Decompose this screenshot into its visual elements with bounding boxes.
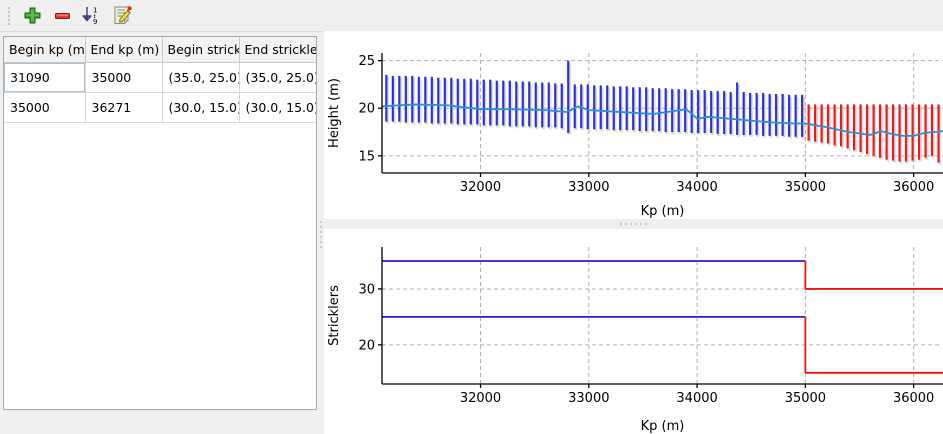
edit-note-icon [114, 6, 132, 25]
cell-end-stricklers[interactable]: (35.0, 25.0) [239, 62, 316, 93]
remove-button[interactable] [48, 2, 76, 30]
column-header-begin-stricklers[interactable]: Begin strickle [162, 37, 240, 63]
table-row[interactable]: 31090 35000 (35.0, 25.0) (35.0, 25.0) [4, 62, 316, 93]
svg-text:35000: 35000 [785, 180, 826, 195]
svg-text:20: 20 [358, 338, 375, 353]
height-profile-plot: 15 20 25 32000 33000 34000 35000 36000 Kp (m) Hei… [327, 53, 943, 219]
svg-text:Kp (m): Kp (m) [641, 419, 685, 434]
edit-note-button[interactable] [108, 2, 136, 30]
stricklers-profile-plot: 20 30 32000 33000 34000 35000 36000 Kp (m) Stric… [327, 247, 943, 434]
stricklers-table[interactable]: Begin kp (m) End kp (m) Begin strickle E… [4, 37, 316, 123]
horizontal-splitter[interactable] [324, 219, 943, 229]
svg-text:33000: 33000 [568, 391, 609, 406]
svg-text:32000: 32000 [460, 391, 501, 406]
svg-text:Height (m): Height (m) [327, 78, 342, 148]
column-header-end-kp[interactable]: End kp (m) [85, 37, 163, 63]
cell-begin-stricklers[interactable]: (35.0, 25.0) [162, 62, 240, 93]
cell-end-stricklers[interactable]: (30.0, 15.0) [239, 92, 316, 123]
sort-descending-icon: 1 9 [82, 6, 97, 26]
sort-button[interactable]: 1 9 [78, 2, 106, 30]
svg-text:34000: 34000 [676, 180, 717, 195]
table-row[interactable]: 35000 36271 (30.0, 15.0) (30.0, 15.0) [4, 92, 316, 123]
svg-text:20: 20 [358, 102, 375, 117]
table-header-row: Begin kp (m) End kp (m) Begin strickle E… [4, 37, 316, 63]
toolbar-drag-handle[interactable] [4, 5, 14, 27]
svg-text:36000: 36000 [893, 180, 934, 195]
column-header-begin-kp[interactable]: Begin kp (m) [4, 37, 86, 63]
toolbar: 1 9 [0, 0, 943, 32]
svg-text:33000: 33000 [568, 180, 609, 195]
red-minus-icon [54, 13, 70, 19]
svg-text:36000: 36000 [893, 391, 934, 406]
cell-begin-stricklers[interactable]: (30.0, 15.0) [162, 92, 240, 123]
green-plus-icon [24, 7, 40, 24]
height-profile-chart[interactable]: 15 20 25 32000 33000 34000 35000 36000 Kp (m) Hei… [324, 31, 943, 219]
svg-text:30: 30 [358, 282, 375, 297]
svg-text:35000: 35000 [785, 391, 826, 406]
cell-begin-kp[interactable]: 31090 [4, 62, 86, 93]
svg-text:25: 25 [358, 54, 375, 69]
splitter-grip-icon [320, 220, 322, 248]
cell-begin-kp[interactable]: 35000 [4, 92, 86, 123]
svg-text:1: 1 [93, 6, 97, 14]
cell-end-kp[interactable]: 36271 [85, 92, 163, 123]
svg-text:32000: 32000 [460, 180, 501, 195]
charts-panel: 15 20 25 32000 33000 34000 35000 36000 Kp (m) Hei… [324, 31, 943, 434]
svg-text:9: 9 [93, 18, 97, 26]
vertical-splitter[interactable] [318, 34, 324, 434]
stricklers-profile-chart[interactable]: 20 30 32000 33000 34000 35000 36000 Kp (m) Stric… [324, 229, 943, 434]
add-button[interactable] [18, 2, 46, 30]
svg-text:Kp (m): Kp (m) [641, 204, 685, 219]
svg-text:Stricklers: Stricklers [327, 285, 342, 346]
stricklers-table-panel[interactable]: Begin kp (m) End kp (m) Begin strickle E… [3, 36, 317, 410]
svg-text:34000: 34000 [676, 391, 717, 406]
column-header-end-stricklers[interactable]: End strickler [239, 37, 316, 63]
cell-end-kp[interactable]: 35000 [85, 62, 163, 93]
splitter-grip-icon [620, 223, 647, 225]
svg-text:15: 15 [358, 149, 375, 164]
